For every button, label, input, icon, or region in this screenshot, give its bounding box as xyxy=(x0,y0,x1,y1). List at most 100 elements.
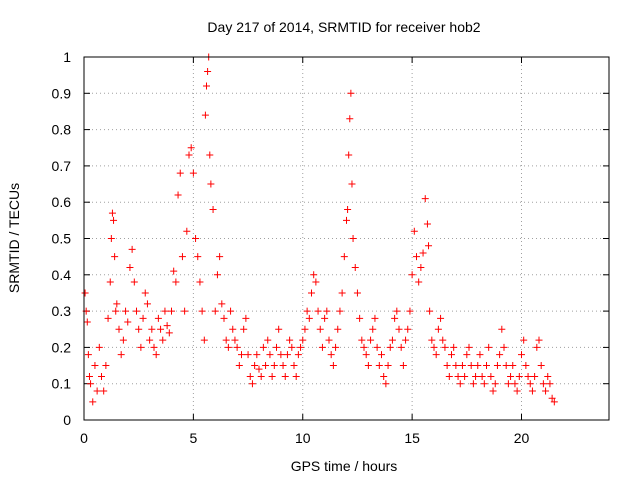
data-point xyxy=(229,325,237,333)
data-point xyxy=(423,220,431,228)
data-point xyxy=(165,329,173,337)
data-point xyxy=(465,343,473,351)
data-point xyxy=(417,264,425,272)
y-axis-label: SRMTID / TECUs xyxy=(6,183,22,293)
data-point xyxy=(183,227,191,235)
data-point xyxy=(238,351,245,359)
data-point xyxy=(211,307,219,315)
data-point xyxy=(399,362,407,370)
data-point xyxy=(358,336,366,344)
data-point xyxy=(533,343,541,351)
data-point xyxy=(386,343,394,351)
data-point xyxy=(117,351,125,359)
data-point xyxy=(128,245,136,253)
data-point xyxy=(531,372,539,380)
data-point xyxy=(504,380,512,388)
data-point xyxy=(327,351,335,359)
data-point xyxy=(87,380,95,388)
data-point xyxy=(441,343,449,351)
data-point xyxy=(367,336,375,344)
data-point xyxy=(281,372,289,380)
y-tick-label: 0.8 xyxy=(52,122,72,138)
data-point xyxy=(255,365,263,373)
data-point xyxy=(152,351,160,359)
data-point xyxy=(334,325,342,333)
data-point xyxy=(491,380,499,388)
data-point xyxy=(458,362,466,370)
data-point xyxy=(231,336,239,344)
data-point xyxy=(301,325,309,333)
data-point xyxy=(98,372,105,380)
data-point xyxy=(204,68,212,76)
data-point xyxy=(139,314,147,322)
data-point xyxy=(518,351,525,359)
data-point xyxy=(507,372,515,380)
x-tick-label: 10 xyxy=(295,430,311,446)
data-point xyxy=(371,314,379,322)
y-tick-label: 0.7 xyxy=(52,158,72,174)
data-point xyxy=(189,169,197,177)
data-point xyxy=(187,144,195,152)
data-point xyxy=(209,205,217,213)
data-point xyxy=(509,362,517,370)
data-point xyxy=(104,314,112,322)
data-point xyxy=(268,372,276,380)
data-point xyxy=(450,343,458,351)
data-point xyxy=(364,362,372,370)
data-point xyxy=(233,343,241,351)
data-point xyxy=(130,278,138,286)
data-point xyxy=(346,115,354,123)
data-point xyxy=(220,314,228,322)
data-point xyxy=(113,300,121,308)
data-point xyxy=(345,151,353,159)
data-point xyxy=(502,362,510,370)
data-point xyxy=(168,307,175,315)
data-point xyxy=(111,253,119,261)
data-point xyxy=(528,387,536,395)
data-point xyxy=(100,387,108,395)
data-point xyxy=(480,380,488,388)
data-point xyxy=(178,253,186,261)
data-point xyxy=(218,300,226,308)
data-point xyxy=(308,289,315,297)
data-point xyxy=(207,180,215,188)
data-point xyxy=(443,362,451,370)
data-point xyxy=(340,253,348,261)
data-point xyxy=(498,325,506,333)
data-point xyxy=(395,325,403,333)
data-point xyxy=(181,307,189,315)
data-point xyxy=(172,278,180,286)
data-point xyxy=(198,307,206,315)
data-point xyxy=(266,351,274,359)
data-point xyxy=(348,180,356,188)
data-point xyxy=(270,362,278,370)
data-point xyxy=(550,398,558,406)
data-point xyxy=(373,343,381,351)
data-point xyxy=(452,362,460,370)
data-point xyxy=(511,380,519,388)
data-point xyxy=(224,343,232,351)
axis-ticks: 00.10.20.30.40.50.60.70.80.910 5 10 15 20 xyxy=(52,49,609,446)
data-point xyxy=(262,362,270,370)
y-tick-label: 0.6 xyxy=(52,194,72,210)
data-point xyxy=(206,151,214,159)
data-point xyxy=(196,278,204,286)
data-point xyxy=(445,372,453,380)
data-point xyxy=(426,307,434,315)
data-point xyxy=(434,325,442,333)
data-point xyxy=(297,343,305,351)
data-point xyxy=(539,380,547,388)
x-tick-label: 15 xyxy=(404,430,420,446)
data-point xyxy=(246,372,254,380)
data-point xyxy=(347,89,355,97)
data-point xyxy=(321,314,329,322)
data-point xyxy=(288,343,296,351)
data-point xyxy=(318,343,326,351)
grid xyxy=(84,57,609,420)
data-point xyxy=(294,351,302,359)
data-point xyxy=(227,307,235,315)
data-point xyxy=(432,351,440,359)
data-point xyxy=(375,362,383,370)
data-point xyxy=(382,380,390,388)
data-point xyxy=(251,362,259,370)
